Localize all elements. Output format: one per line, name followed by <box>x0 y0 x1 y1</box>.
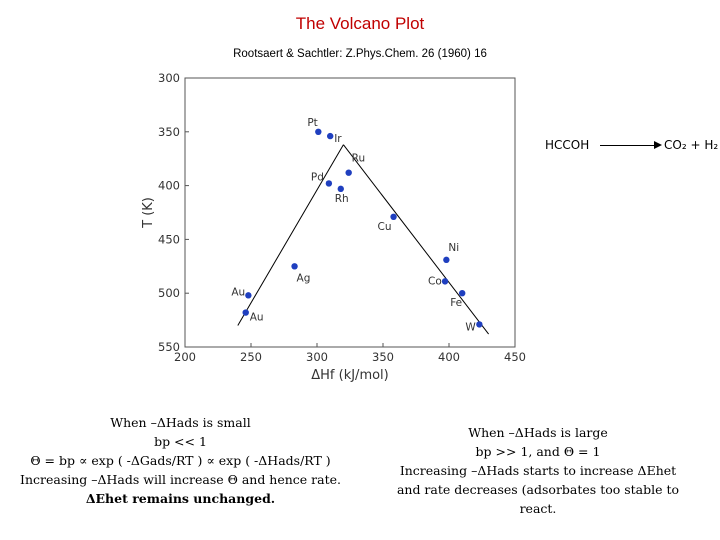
trend-line <box>343 144 489 335</box>
note-line: When –ΔHads is small <box>110 415 251 430</box>
y-tick-label: 300 <box>158 71 180 85</box>
data-point <box>441 278 449 285</box>
data-point <box>242 309 249 316</box>
y-tick-label: 400 <box>158 179 180 193</box>
point-label: Ni <box>448 242 459 254</box>
trend-line <box>237 144 344 326</box>
y-tick-label: 500 <box>158 286 180 300</box>
x-tick-label: 200 <box>174 350 196 364</box>
point-label: W <box>465 321 476 333</box>
note-large-enthalpy: When –ΔHads is large bp >> 1, and Θ = 1 … <box>383 423 693 518</box>
data-point <box>345 169 352 176</box>
point-label: Co <box>428 275 442 287</box>
note-line: Increasing –ΔHads will increase Θ and he… <box>20 472 341 487</box>
point-label: Rh <box>335 193 349 205</box>
arrowhead-icon <box>654 141 662 149</box>
plot-frame <box>184 77 516 348</box>
data-point <box>327 132 334 140</box>
data-point <box>443 256 450 264</box>
reaction-equation: HCCOH CO₂ + H₂ <box>540 136 719 156</box>
point-label: Cu <box>378 221 392 233</box>
y-tick-label: 550 <box>158 340 180 354</box>
y-axis-label: T (K) <box>141 197 156 229</box>
data-point <box>337 185 344 193</box>
x-axis-label: ΔHf (kJ/mol) <box>311 368 389 383</box>
x-tick-label: 300 <box>306 350 328 364</box>
product: CO₂ + H₂ <box>664 138 719 152</box>
data-point <box>291 263 298 270</box>
point-label: Au <box>231 286 245 298</box>
point-label: Pd <box>311 171 324 183</box>
note-line: and rate decreases (adsorbates too stabl… <box>396 482 680 516</box>
data-point <box>390 213 397 221</box>
data-point <box>476 321 483 328</box>
note-line: bp << 1 <box>154 434 207 449</box>
data-point <box>325 180 333 187</box>
note-line: Θ = bp ∝ exp ( -ΔGads/RT ) ∝ exp ( -ΔHad… <box>30 453 331 468</box>
note-line: Increasing –ΔHads starts to increase ΔEh… <box>399 463 677 478</box>
x-tick-label: 450 <box>504 350 526 364</box>
point-label: Ag <box>297 272 311 284</box>
point-label: Pt <box>307 117 317 129</box>
reactant: HCCOH <box>545 138 590 152</box>
reaction-arrow <box>600 145 658 146</box>
slide-title: The Volcano Plot <box>295 14 425 33</box>
x-tick-label: 350 <box>372 350 394 364</box>
note-line: When –ΔHads is large <box>468 425 608 440</box>
point-label: Fe <box>450 297 462 309</box>
data-point <box>459 290 466 297</box>
x-tick-label: 400 <box>438 350 460 364</box>
y-tick-label: 350 <box>158 125 180 139</box>
point-label: Ir <box>334 133 342 145</box>
data-point <box>315 128 322 135</box>
point-label: Ru <box>352 153 365 165</box>
point-label: Au <box>250 312 264 324</box>
data-point <box>245 292 252 299</box>
citation: Rootsaert & Sachtler: Z.Phys.Chem. 26 (1… <box>233 48 487 60</box>
note-line: bp >> 1, and Θ = 1 <box>475 444 601 459</box>
y-tick-label: 450 <box>158 232 180 246</box>
note-small-enthalpy: When –ΔHads is small bp << 1 Θ = bp ∝ ex… <box>8 413 353 508</box>
note-line: ΔEhet remains unchanged. <box>85 491 276 506</box>
x-tick-label: 250 <box>240 350 262 364</box>
